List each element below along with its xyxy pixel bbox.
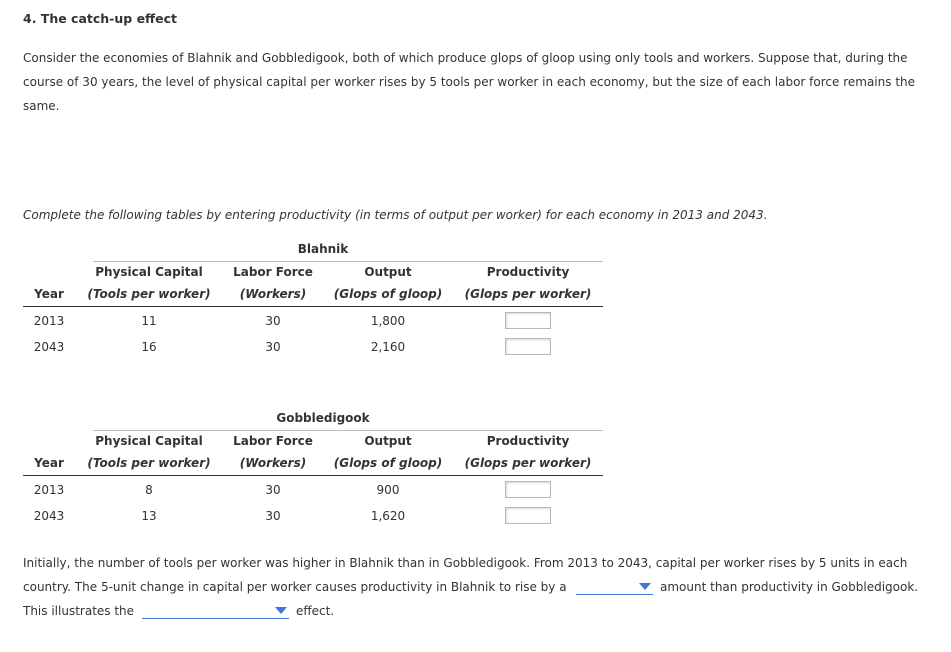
header-productivity-unit: (Glops per worker) (464, 456, 592, 470)
row-output: 1,800 (370, 314, 406, 328)
header-labor-unit: (Workers) (239, 456, 307, 470)
header-output: Output (364, 434, 412, 448)
chevron-down-icon (639, 583, 651, 590)
intro-line-2: course of 30 years, the level of physica… (23, 75, 916, 89)
row-output: 1,620 (370, 509, 406, 523)
header-productivity: Productivity (486, 434, 570, 448)
row-output: 900 (376, 483, 400, 497)
blahnik-2043-productivity-input[interactable] (505, 338, 551, 355)
gobbledigook-table: Gobbledigook Physical Capital Labor Forc… (23, 411, 603, 531)
closing-line-2-before: country. The 5-unit change in capital pe… (23, 580, 567, 594)
effect-dropdown[interactable] (142, 604, 289, 619)
intro-line-1: Consider the economies of Blahnik and Go… (23, 51, 908, 65)
gobbledigook-2043-productivity-input[interactable] (505, 507, 551, 524)
row-labor: 30 (265, 314, 281, 328)
header-year: Year (34, 456, 64, 470)
intro-line-3: same. (23, 99, 60, 113)
header-capital-unit: (Tools per worker) (87, 456, 211, 470)
header-year: Year (34, 287, 64, 301)
header-output-unit: (Glops of gloop) (333, 287, 443, 301)
row-labor: 30 (265, 483, 281, 497)
row-labor: 30 (265, 509, 281, 523)
header-labor: Labor Force (233, 265, 313, 279)
row-capital: 16 (141, 340, 157, 354)
row-year: 2013 (33, 483, 65, 497)
header-output-unit: (Glops of gloop) (333, 456, 443, 470)
header-capital: Physical Capital (95, 265, 203, 279)
row-year: 2043 (33, 509, 65, 523)
header-productivity: Productivity (486, 265, 570, 279)
instruction-text: Complete the following tables by enterin… (23, 208, 768, 222)
row-labor: 30 (265, 340, 281, 354)
row-capital: 13 (141, 509, 157, 523)
intro-paragraph: Consider the economies of Blahnik and Go… (23, 46, 928, 118)
header-productivity-unit: (Glops per worker) (464, 287, 592, 301)
row-capital: 11 (141, 314, 157, 328)
question-title: 4. The catch-up effect (23, 11, 178, 26)
header-divider (93, 430, 603, 431)
row-year: 2013 (33, 314, 65, 328)
table-title: Blahnik (297, 242, 349, 256)
row-year: 2043 (33, 340, 65, 354)
amount-dropdown[interactable] (576, 580, 653, 595)
header-labor-unit: (Workers) (239, 287, 307, 301)
closing-line-2-after: amount than productivity in Gobbledigook… (660, 580, 919, 594)
gobbledigook-2013-productivity-input[interactable] (505, 481, 551, 498)
header-divider (93, 261, 603, 262)
chevron-down-icon (275, 607, 287, 614)
header-capital-unit: (Tools per worker) (87, 287, 211, 301)
table-title: Gobbledigook (276, 411, 370, 425)
blahnik-table: Blahnik Physical Capital Labor Force Out… (23, 242, 603, 362)
header-bottom-rule (23, 475, 603, 476)
header-bottom-rule (23, 306, 603, 307)
header-output: Output (364, 265, 412, 279)
header-capital: Physical Capital (95, 434, 203, 448)
closing-line-3-before: This illustrates the (23, 604, 135, 618)
closing-line-1: Initially, the number of tools per worke… (23, 556, 908, 570)
blahnik-2013-productivity-input[interactable] (505, 312, 551, 329)
row-output: 2,160 (370, 340, 406, 354)
closing-line-3-after: effect. (296, 604, 335, 618)
header-labor: Labor Force (233, 434, 313, 448)
row-capital: 8 (145, 483, 153, 497)
